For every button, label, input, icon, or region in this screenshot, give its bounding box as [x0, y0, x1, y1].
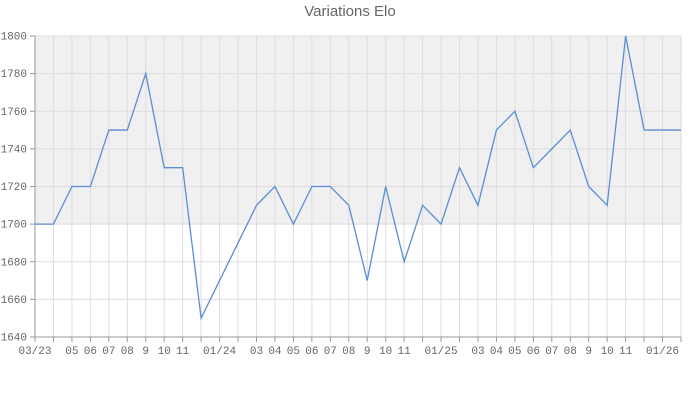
svg-text:1640: 1640: [1, 333, 27, 345]
svg-text:10: 10: [158, 346, 171, 358]
svg-text:1740: 1740: [1, 144, 27, 156]
svg-text:04: 04: [268, 346, 282, 358]
svg-text:1680: 1680: [1, 257, 27, 269]
svg-text:10: 10: [379, 346, 392, 358]
svg-text:05: 05: [65, 346, 78, 358]
svg-text:01/25: 01/25: [425, 346, 458, 358]
svg-text:11: 11: [398, 346, 412, 358]
svg-text:07: 07: [324, 346, 337, 358]
svg-text:04: 04: [490, 346, 504, 358]
svg-text:1800: 1800: [1, 32, 27, 44]
svg-text:01/26: 01/26: [646, 346, 679, 358]
svg-text:1700: 1700: [1, 220, 27, 232]
svg-text:03: 03: [471, 346, 484, 358]
svg-text:1780: 1780: [1, 69, 27, 81]
svg-text:03: 03: [250, 346, 263, 358]
svg-text:06: 06: [84, 346, 97, 358]
svg-text:03/23: 03/23: [18, 346, 51, 358]
svg-text:07: 07: [545, 346, 558, 358]
svg-text:06: 06: [305, 346, 318, 358]
svg-text:06: 06: [527, 346, 540, 358]
svg-text:08: 08: [121, 346, 134, 358]
svg-text:08: 08: [342, 346, 355, 358]
svg-text:1720: 1720: [1, 182, 27, 194]
svg-text:05: 05: [287, 346, 300, 358]
svg-text:11: 11: [176, 346, 190, 358]
svg-text:05: 05: [508, 346, 521, 358]
svg-text:10: 10: [601, 346, 614, 358]
svg-text:9: 9: [585, 346, 592, 358]
svg-text:01/24: 01/24: [203, 346, 236, 358]
svg-text:9: 9: [142, 346, 149, 358]
svg-text:1660: 1660: [1, 295, 27, 307]
svg-text:11: 11: [619, 346, 633, 358]
svg-text:07: 07: [102, 346, 115, 358]
svg-text:08: 08: [564, 346, 577, 358]
svg-text:9: 9: [364, 346, 371, 358]
svg-text:1760: 1760: [1, 107, 27, 119]
